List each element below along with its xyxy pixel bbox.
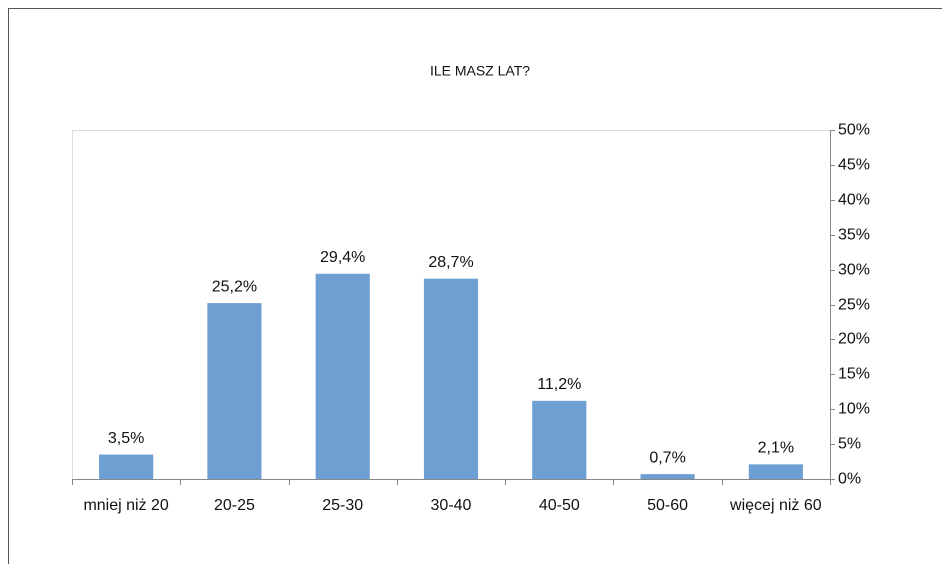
bar [99,454,154,479]
bar [315,273,370,479]
y-tick-label: 10% [838,401,870,418]
data-label: 29,4% [320,249,365,266]
bar [423,278,479,479]
frame [8,8,942,564]
data-label: 11,2% [537,376,581,393]
bar [207,303,262,479]
x-tick-label: mniej niż 20 [83,497,168,514]
y-tick-label: 35% [838,227,870,244]
y-tick-label: 30% [838,262,870,279]
x-tick-label: 50-60 [647,497,688,514]
x-tick-label: 40-50 [539,497,580,514]
chart-title: ILE MASZ LAT? [430,63,530,79]
x-tick-label: 25-30 [322,497,363,514]
data-label: 2,1% [758,440,794,457]
x-tick-label: więcej niż 60 [729,497,822,514]
y-tick-label: 45% [838,157,870,174]
x-tick-label: 30-40 [431,497,472,514]
data-label: 0,7% [649,449,685,466]
bar [640,474,695,479]
y-tick-label: 5% [838,436,861,453]
y-tick-label: 15% [838,366,870,383]
x-tick-label: 20-25 [214,497,255,514]
y-tick-label: 50% [838,122,870,139]
data-label: 25,2% [212,278,257,295]
y-tick-label: 20% [838,331,870,348]
y-tick-label: 25% [838,297,870,314]
bar [532,400,587,479]
data-label: 3,5% [108,430,144,447]
bar [748,464,803,479]
data-label: 28,7% [428,254,473,271]
y-tick-label: 40% [838,192,870,209]
y-tick-label: 0% [838,471,861,488]
